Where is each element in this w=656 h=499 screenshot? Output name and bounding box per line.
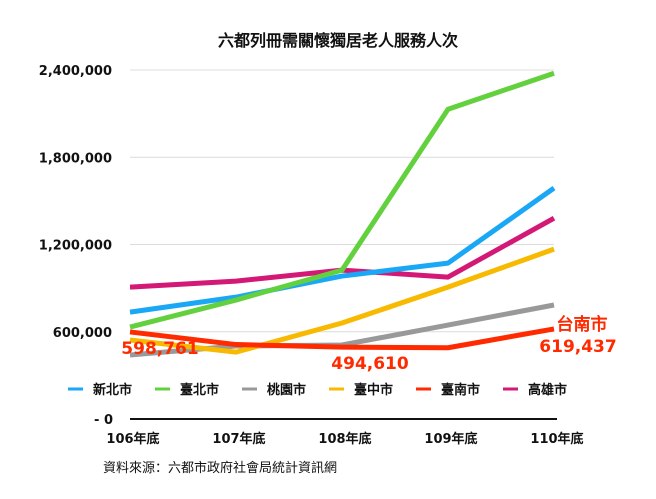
annotation-end-value: 619,437: [539, 337, 616, 357]
series-line-臺南市: [129, 326, 555, 351]
chart-title: 六都列冊需關懷獨居老人服務人次: [218, 31, 458, 50]
x-tick-label: 108年底: [318, 431, 371, 447]
legend-item: 臺南市: [416, 382, 480, 398]
series-line-臺中市: [129, 246, 555, 355]
legend-item: 高雄市: [503, 382, 567, 398]
annotation-middle-value: 494,610: [331, 354, 409, 374]
legend-item: 臺中市: [329, 382, 393, 398]
legend-label: 臺南市: [441, 382, 480, 398]
annotation-first-value: 598,761: [121, 339, 198, 359]
legend-label: 高雄市: [528, 382, 567, 398]
legend-label: 桃園市: [267, 382, 306, 398]
y-tick-label: 1,800,000: [39, 151, 112, 166]
legend-item: 臺北市: [155, 382, 219, 398]
legend-item: 新北市: [68, 382, 132, 398]
legend-item: 桃園市: [242, 382, 306, 398]
x-tick-label: 110年底: [530, 431, 583, 447]
series-line-臺北市: [129, 70, 555, 330]
legend-label: 新北市: [93, 382, 132, 398]
y-tick-label: 1,200,000: [39, 239, 112, 254]
annotation-end-label: 台南市: [557, 314, 608, 335]
source-note: 資料來源：六都市政府社會局統計資訊網: [103, 460, 337, 476]
legend-label: 臺北市: [180, 382, 219, 398]
y-tick-label: 600,000: [53, 326, 112, 341]
x-tick-label: 107年底: [212, 431, 265, 447]
x-tick-label: 106年底: [106, 431, 159, 447]
legend-label: 臺中市: [354, 382, 393, 398]
y-tick-label: 2,400,000: [39, 64, 112, 79]
x-tick-label: 109年底: [424, 431, 477, 447]
series-line-新北市: [129, 186, 556, 315]
y-tick-label: - 0: [94, 413, 113, 428]
